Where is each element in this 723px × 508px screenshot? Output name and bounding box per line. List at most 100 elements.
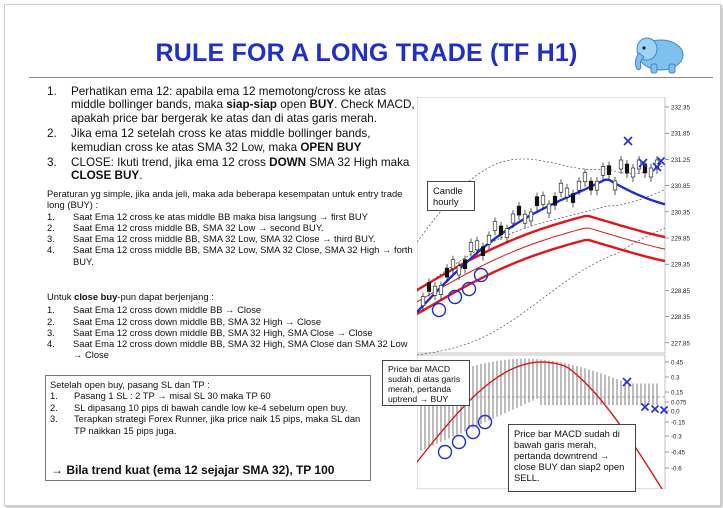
macd-exit-x bbox=[650, 404, 660, 414]
candle-body bbox=[522, 213, 528, 224]
buy-list-item: 4. Saat Ema 12 cross middle BB, SMA 32 Lo… bbox=[47, 244, 413, 267]
exit-x-marker bbox=[623, 136, 633, 146]
main-rules: 1. Perhatikan ema 12: apabila ema 12 memo… bbox=[47, 85, 419, 185]
candle-body bbox=[600, 166, 606, 176]
candle-body bbox=[576, 180, 582, 191]
close-rules: Untuk close buy-pun dapat berjenjang : 1… bbox=[47, 291, 419, 361]
candle-body bbox=[534, 196, 540, 206]
candle-body bbox=[606, 165, 612, 175]
macd-tick-label: 0.15 bbox=[671, 390, 684, 397]
candle-body bbox=[558, 182, 564, 193]
rule-number: 3. bbox=[47, 156, 57, 170]
buy-list-item: 1. Saat Ema 12 cross ke atas middle BB ma… bbox=[47, 210, 368, 222]
buy-list-item: 3. Saat Ema 12 cross middle BB, SMA 32 Lo… bbox=[47, 233, 376, 245]
candle-body bbox=[462, 259, 468, 269]
macd-entry-circle bbox=[451, 434, 467, 450]
trend-note: → Bila trend kuat (ema 12 sejajar SMA 32… bbox=[51, 463, 335, 477]
candle-body bbox=[474, 240, 480, 251]
close-list-item: 3. Saat Ema 12 cross down middle BB, SMA … bbox=[47, 326, 373, 338]
candle-callout: Candle hourly bbox=[427, 181, 475, 211]
rule-number: 1. bbox=[47, 85, 57, 98]
rule-item: 1. Perhatikan ema 12: apabila ema 12 memo… bbox=[47, 85, 419, 125]
macd-down-callout: Price bar MACD sudah di bawah garis mera… bbox=[508, 424, 636, 492]
candle-body bbox=[618, 159, 624, 170]
candle-body bbox=[552, 195, 558, 206]
price-tick-label: 230.35 bbox=[671, 209, 690, 216]
macd-tick-label: 0.0 bbox=[671, 409, 680, 416]
exit-x-marker bbox=[656, 156, 666, 166]
candle-body bbox=[630, 167, 636, 178]
candle-body bbox=[588, 180, 594, 191]
macd-tick-label: -0.3 bbox=[671, 434, 682, 441]
bollinger-lower bbox=[417, 227, 666, 356]
exit-x-marker bbox=[652, 162, 662, 172]
macd-tick-label: -0.15 bbox=[671, 420, 686, 427]
rule-item: 2. Jika ema 12 setelah cross ke atas midd… bbox=[47, 127, 419, 154]
price-tick-label: 229.35 bbox=[671, 262, 690, 269]
candle-body bbox=[450, 259, 456, 270]
entry-circle-marker bbox=[447, 289, 463, 305]
candle-body bbox=[444, 267, 450, 278]
candle-body bbox=[492, 221, 498, 231]
entry-circle-marker bbox=[461, 281, 477, 297]
sma-32-line bbox=[417, 227, 666, 303]
sltp-list-item: 3. Terapkan strategi Forex Runner, jika p… bbox=[50, 413, 361, 436]
candle-body bbox=[504, 228, 510, 238]
candle-body bbox=[498, 225, 504, 236]
candle-body bbox=[456, 265, 462, 276]
candle-body bbox=[570, 193, 576, 203]
price-tick-label: 228.85 bbox=[671, 288, 690, 295]
candle-body bbox=[420, 296, 426, 307]
candle-body bbox=[438, 285, 444, 295]
candle-body bbox=[468, 242, 474, 252]
candle-body bbox=[624, 163, 630, 174]
candle-body bbox=[432, 285, 438, 296]
price-tick-label: 230.85 bbox=[671, 183, 690, 190]
macd-exit-x bbox=[659, 405, 669, 415]
price-panel bbox=[417, 97, 666, 354]
macd-up-callout: Price bar MACD sudah di atas garis merah… bbox=[382, 360, 470, 406]
close-intro: Untuk close buy-pun dapat berjenjang : bbox=[47, 291, 214, 302]
candle-body bbox=[486, 235, 492, 245]
macd-entry-circle bbox=[465, 424, 481, 440]
candle-body bbox=[516, 205, 522, 216]
entry-circle-marker bbox=[473, 267, 489, 283]
price-tick-label: 231.85 bbox=[671, 131, 690, 138]
candle-body bbox=[528, 211, 534, 222]
sl-tp-box: Setelah open buy, pasang SL dan TP : 1. P… bbox=[45, 375, 371, 481]
macd-exit-x bbox=[640, 402, 650, 412]
candle-body bbox=[510, 213, 516, 224]
candle-body bbox=[594, 180, 600, 191]
sltp-intro: Setelah open buy, pasang SL dan TP : bbox=[50, 379, 210, 390]
candle-body bbox=[564, 187, 570, 198]
buy-list-item: 2. Saat Ema 12 cross middle BB, SMA 32 Lo… bbox=[47, 221, 324, 233]
sltp-list-item: 1. Pasang 1 SL : 2 TP → misal SL 30 maka … bbox=[50, 390, 271, 402]
exit-x-marker bbox=[638, 158, 648, 168]
price-tick-label: 228.35 bbox=[671, 314, 690, 321]
price-tick-label: 227.85 bbox=[671, 340, 690, 347]
close-list-item: 4. Saat Ema 12 cross down middle BB, SMA … bbox=[47, 338, 408, 361]
sma-32-line bbox=[417, 238, 666, 316]
candle-body bbox=[582, 172, 588, 183]
buy-intro: Peraturan yg simple, jika anda jeli, mak… bbox=[47, 188, 403, 211]
candle-body bbox=[648, 167, 654, 178]
page-title: RULE FOR A LONG TRADE (TF H1) bbox=[155, 39, 578, 67]
sltp-list-item: 2. SL dipasang 10 pips di bawah candle lo… bbox=[50, 401, 348, 413]
candle-body bbox=[546, 203, 552, 214]
candle-body bbox=[612, 180, 618, 191]
rule-text: Perhatikan ema 12: apabila ema 12 memoto… bbox=[71, 85, 415, 125]
title-divider bbox=[29, 77, 713, 78]
macd-tick-label: 0.45 bbox=[671, 360, 684, 367]
macd-entry-circle bbox=[477, 414, 493, 430]
macd-entry-circle bbox=[437, 444, 453, 460]
rule-text: Jika ema 12 setelah cross ke atas middle… bbox=[71, 127, 371, 154]
price-tick-label: 231.25 bbox=[671, 157, 690, 164]
price-tick-label: 232.35 bbox=[671, 105, 690, 112]
candle-body bbox=[426, 282, 432, 292]
macd-exit-x bbox=[622, 377, 632, 387]
rule-text: CLOSE: Ikuti trend, jika ema 12 cross DO… bbox=[71, 156, 410, 183]
buy-opportunities: Peraturan yg simple, jika anda jeli, mak… bbox=[47, 188, 419, 267]
rule-item: 3. CLOSE: Ikuti trend, jika ema 12 cross … bbox=[47, 156, 419, 183]
elephant-icon bbox=[634, 37, 684, 74]
macd-tick-label: 0.3 bbox=[671, 375, 680, 382]
